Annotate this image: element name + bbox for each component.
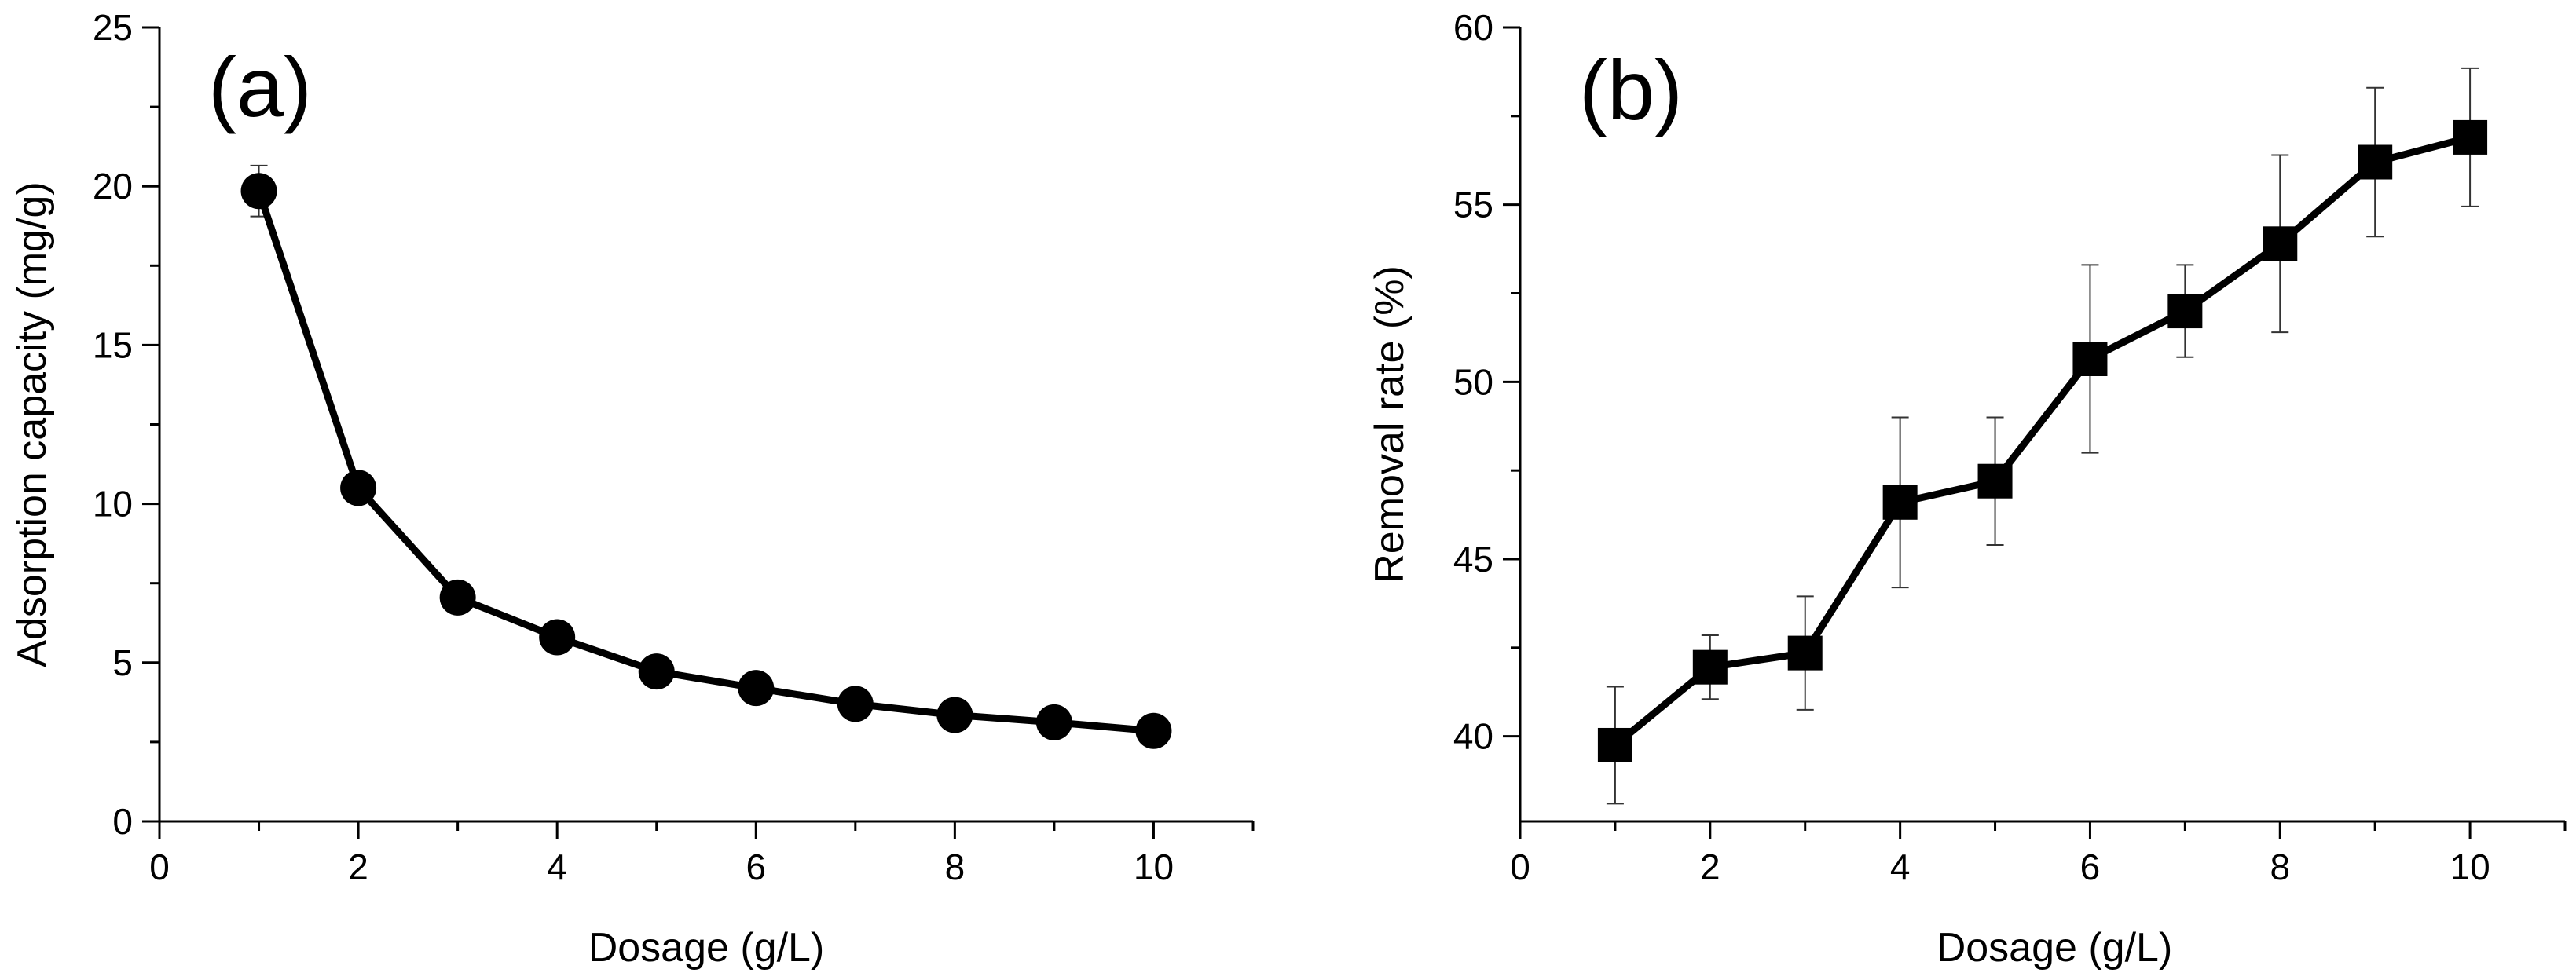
data-point bbox=[2358, 144, 2393, 180]
y-tick-label: 40 bbox=[1453, 716, 1493, 757]
data-point bbox=[1035, 704, 1072, 740]
y-tick-label: 45 bbox=[1453, 539, 1493, 580]
x-axis-title: Dosage (g/L) bbox=[588, 925, 825, 971]
y-tick-label: 15 bbox=[93, 324, 133, 365]
data-point bbox=[1977, 463, 2013, 499]
x-tick-label: 6 bbox=[746, 847, 766, 887]
y-tick-label: 55 bbox=[1453, 185, 1493, 225]
x-tick-label: 2 bbox=[1700, 847, 1720, 887]
x-tick-label: 10 bbox=[1134, 847, 1174, 887]
x-tick-label: 8 bbox=[2270, 847, 2290, 887]
data-point bbox=[2167, 294, 2203, 329]
data-point bbox=[539, 619, 576, 656]
x-axis-title: Dosage (g/L) bbox=[1937, 925, 2173, 971]
x-tick-label: 0 bbox=[149, 847, 170, 887]
x-tick-label: 0 bbox=[1510, 847, 1530, 887]
x-tick-label: 8 bbox=[945, 847, 966, 887]
x-tick-label: 6 bbox=[2080, 847, 2101, 887]
y-tick-label: 0 bbox=[112, 801, 133, 842]
y-tick-label: 20 bbox=[93, 166, 133, 207]
data-point bbox=[638, 653, 675, 690]
data-point bbox=[1135, 712, 1172, 749]
data-point bbox=[1882, 485, 1918, 520]
data-point bbox=[738, 670, 775, 707]
data-point bbox=[1787, 635, 1823, 671]
series-line bbox=[255, 189, 1154, 735]
y-tick-label: 5 bbox=[112, 642, 133, 683]
data-point bbox=[1692, 649, 1728, 685]
data-point bbox=[1597, 727, 1632, 762]
data-point bbox=[340, 470, 377, 506]
y-axis-title: Adsorption capacity (mg/g) bbox=[9, 181, 55, 667]
data-point bbox=[2453, 119, 2488, 155]
x-tick-label: 4 bbox=[547, 847, 567, 887]
data-point bbox=[936, 697, 973, 733]
series-line bbox=[1613, 133, 2472, 748]
data-point bbox=[837, 686, 874, 722]
x-tick-label: 2 bbox=[348, 847, 368, 887]
y-tick-label: 25 bbox=[93, 7, 133, 48]
data-point bbox=[2263, 226, 2298, 261]
y-tick-label: 60 bbox=[1453, 7, 1493, 48]
x-tick-label: 4 bbox=[1890, 847, 1911, 887]
y-tick-label: 10 bbox=[93, 484, 133, 525]
data-point bbox=[240, 173, 277, 210]
panel-label: (b) bbox=[1579, 42, 1683, 137]
x-tick-label: 10 bbox=[2450, 847, 2490, 887]
y-tick-label: 50 bbox=[1453, 361, 1493, 402]
panel-a-adsorption-capacity-chart: 0 2 4 6 8 10 0 5 10 15 20 25 Dosage (g/L) Adsorption … bbox=[9, 7, 1255, 971]
y-axis-title: Removal rate (%) bbox=[1367, 265, 1413, 583]
data-point bbox=[2072, 342, 2108, 377]
panel-b-removal-rate-chart: 0 2 4 6 8 10 40 45 50 55 60 Dosage (g/L) Removal rat… bbox=[1367, 7, 2567, 971]
panel-label: (a) bbox=[208, 39, 312, 134]
data-point bbox=[439, 579, 476, 616]
